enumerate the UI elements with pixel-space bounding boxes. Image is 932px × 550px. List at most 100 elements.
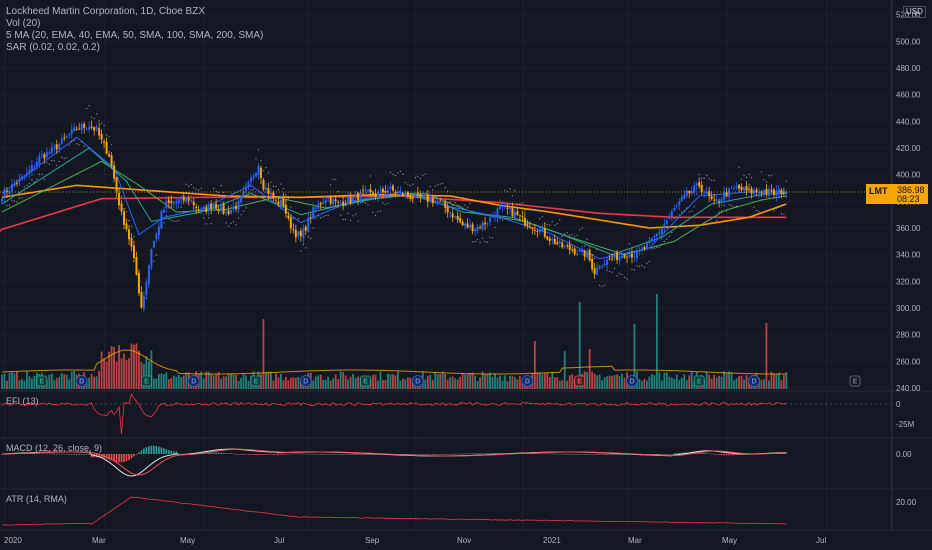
time-tick-label: Nov: [457, 536, 471, 545]
sar-dot: [451, 204, 454, 207]
sar-dot: [36, 178, 38, 180]
sar-dot: [442, 182, 444, 185]
candle-body: [541, 228, 544, 231]
candlesticks[interactable]: [0, 120, 866, 312]
dividend-badge[interactable]: D: [521, 375, 534, 387]
volume-bar: [571, 374, 574, 389]
price-axis[interactable]: 520.00 500.00 480.00 460.00 440.00 420.00 400.…: [896, 11, 921, 507]
earnings-badge[interactable]: E: [360, 375, 371, 387]
volume-bar: [491, 376, 494, 389]
volume-bar: [548, 377, 551, 389]
sar-dot: [412, 183, 414, 185]
volume-bar: [481, 371, 484, 389]
volume-bar: [673, 378, 676, 389]
pane-separators[interactable]: [0, 0, 932, 531]
earnings-badge[interactable]: E: [141, 375, 152, 387]
macd-histogram-bar: [225, 453, 227, 454]
ma-legend[interactable]: 5 MA (20, EMA, 40, EMA, 50, SMA, 100, SM…: [6, 30, 264, 41]
volume-bar: [449, 377, 452, 389]
earnings-badge[interactable]: E: [693, 375, 705, 387]
atr-legend[interactable]: ATR (14, RMA): [6, 494, 67, 504]
candle-body: [772, 189, 775, 195]
sar-dot: [422, 174, 424, 177]
volume-bar: [30, 378, 33, 389]
sar-dot: [384, 203, 387, 206]
efi-legend[interactable]: EFI (13): [6, 396, 39, 406]
candle-body: [621, 255, 624, 259]
candle-body: [220, 205, 223, 211]
volume-bar: [618, 375, 621, 389]
sar-dot: [61, 156, 63, 159]
volume-bar: [292, 377, 295, 389]
dividend-badge[interactable]: D: [411, 375, 424, 387]
candle-body: [299, 230, 302, 237]
candle-body: [491, 216, 494, 218]
sar-dot: [524, 209, 526, 212]
sar-dot: [521, 202, 524, 204]
sar-dot: [235, 224, 237, 226]
upcoming-earnings-badge[interactable]: E: [849, 375, 861, 387]
volume-bar: [466, 374, 469, 389]
sar-dot: [554, 224, 556, 226]
candle-body: [578, 249, 581, 252]
candle-body: [28, 170, 31, 173]
volume-bar: [454, 378, 457, 389]
earnings-badge[interactable]: E: [36, 375, 48, 387]
sar-dot: [325, 214, 327, 217]
candle-body: [601, 266, 604, 268]
sar-dot: [28, 182, 31, 185]
earnings-badge[interactable]: E: [250, 375, 262, 387]
sar-legend[interactable]: SAR (0.02, 0.02, 0.2): [6, 42, 100, 53]
candle-body: [536, 231, 539, 232]
macd-histogram-bar: [175, 451, 178, 454]
sar-dot: [511, 195, 514, 197]
macd-legend[interactable]: MACD (12, 26, close, 9): [6, 443, 103, 453]
volume-bar: [768, 380, 770, 389]
dividend-badge[interactable]: D: [187, 375, 200, 387]
sar-dot: [598, 284, 601, 287]
macd-histogram-bar: [257, 454, 260, 455]
dividend-badge[interactable]: D: [299, 375, 312, 387]
volume-bar: [170, 378, 173, 389]
sar-dot: [267, 171, 270, 174]
candle-body: [411, 197, 414, 199]
sar-dot: [501, 219, 504, 221]
sar-dot: [282, 188, 285, 190]
currency-label[interactable]: USD: [903, 6, 926, 18]
ema20-line: [1, 136, 787, 260]
candle-body: [162, 209, 165, 213]
candle-body: [566, 245, 569, 247]
earnings-badge[interactable]: E: [574, 375, 586, 387]
candle-body: [282, 198, 285, 207]
event-markers[interactable]: E E E E E ED D D D D D D E: [36, 375, 861, 387]
candle-body: [259, 167, 262, 179]
dividend-badge[interactable]: D: [75, 375, 88, 387]
volume-bar: [289, 377, 292, 389]
candle-body: [720, 199, 723, 203]
dividend-badge[interactable]: D: [748, 375, 760, 387]
volume-bar: [103, 358, 105, 389]
candle-body: [367, 190, 370, 192]
volume-bar: [556, 377, 559, 389]
candle-body: [673, 208, 676, 211]
sar-dot: [404, 181, 407, 184]
time-axis[interactable]: 2020 Mar May Jul Sep Nov 2021 Mar May Jul: [4, 536, 826, 545]
chart-title: Lockheed Martin Corporation, 1D, Cboe BZ…: [6, 6, 205, 17]
candle-body: [43, 154, 46, 159]
macd-histogram-bar: [133, 454, 135, 457]
candle-body: [436, 200, 439, 202]
candle-body: [700, 185, 703, 192]
candle-body: [312, 206, 315, 219]
volume-legend[interactable]: Vol (20): [6, 18, 41, 29]
candle-body: [100, 133, 103, 140]
sar-dot: [564, 233, 566, 235]
dividend-badge[interactable]: D: [626, 375, 638, 387]
volume-bar: [70, 371, 73, 389]
candle-body: [205, 207, 208, 212]
volume-bar: [277, 377, 280, 389]
candle-body: [294, 229, 297, 238]
sar-dot: [108, 135, 110, 138]
sar-dot: [509, 188, 511, 190]
candle-body: [708, 191, 711, 197]
